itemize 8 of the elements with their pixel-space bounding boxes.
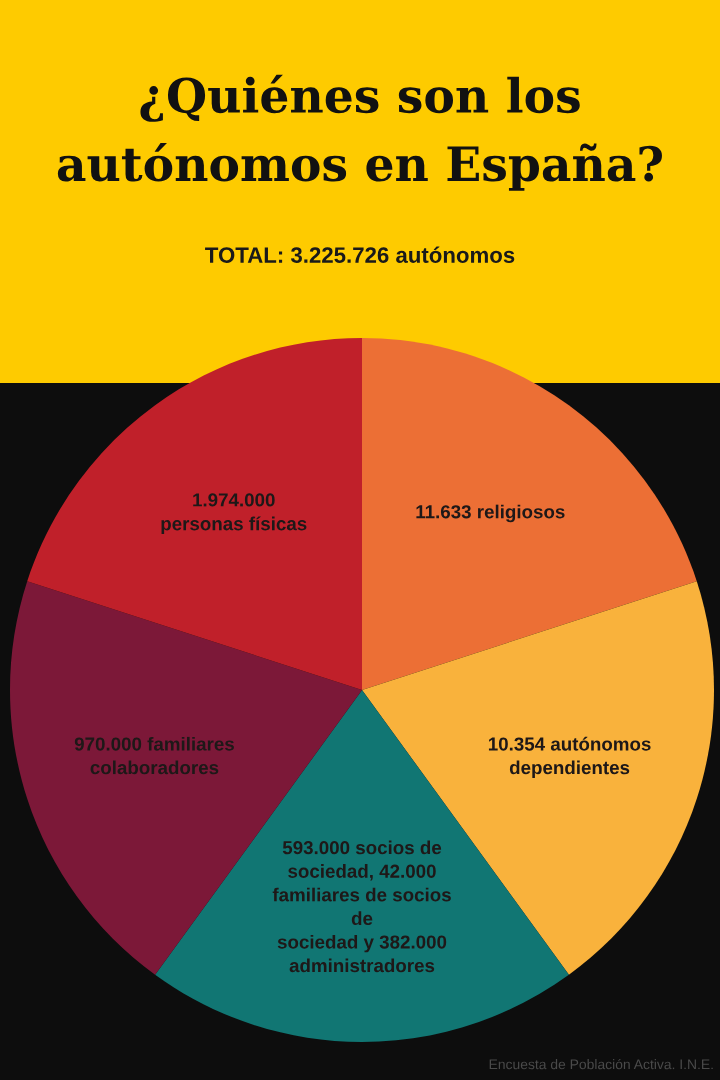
slice-label: 1.974.000 personas físicas xyxy=(161,493,307,535)
chart-subtitle: TOTAL: 3.225.726 autónomos xyxy=(205,246,515,263)
slice-label: 970.000 familiares colaboradores xyxy=(74,736,234,775)
slice-label: 593.000 socios de sociedad, 42.000 familiares de socios de sociedad y 382.000 administradores xyxy=(272,840,451,973)
chart-title: ¿Quiénes son los autónomos en España? xyxy=(57,74,662,191)
text: Encuesta de Población Activa. I.N.E. xyxy=(489,1058,713,1070)
slice-label: 10.354 autónomos dependientes xyxy=(488,736,651,778)
slice-label: 11.633 religiosos xyxy=(416,504,565,523)
